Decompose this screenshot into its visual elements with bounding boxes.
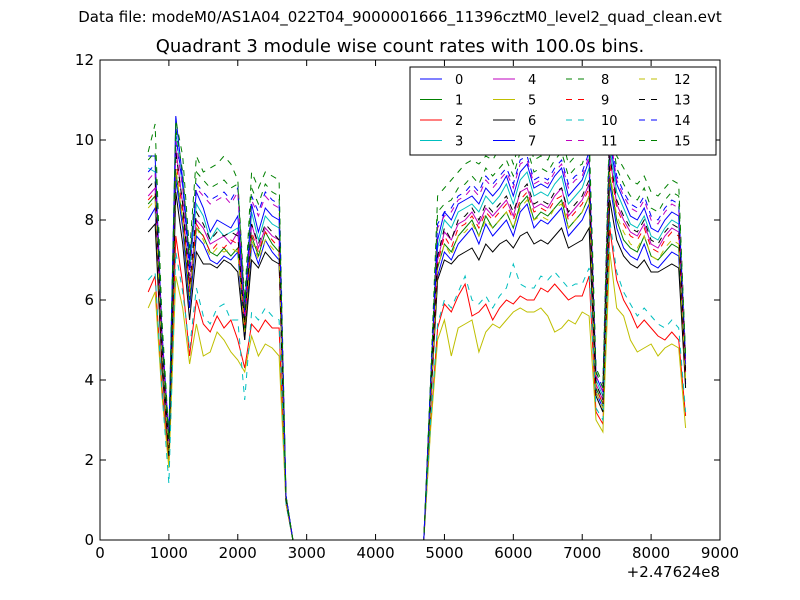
series-line-10 [147, 219, 687, 541]
legend-label: 1 [455, 94, 463, 109]
legend-label: 9 [601, 94, 609, 109]
x-tick-label: 5000 [425, 544, 463, 562]
x-tick-label: 1000 [150, 544, 188, 562]
x-tick-label: 0 [95, 544, 105, 562]
x-tick-label: 7000 [563, 544, 601, 562]
series-line-14 [147, 127, 687, 541]
series-line-2 [147, 227, 687, 541]
legend-label: 12 [674, 73, 691, 88]
legend-box [409, 66, 717, 156]
series-line-3 [147, 131, 687, 541]
legend-label: 6 [528, 114, 536, 129]
x-tick-label: 4000 [356, 544, 394, 562]
legend-label: 8 [601, 73, 609, 88]
y-tick-label: 8 [84, 211, 94, 229]
y-tick-label: 2 [84, 451, 94, 469]
y-tick-label: 6 [84, 291, 94, 309]
series-line-6 [147, 191, 687, 541]
series-line-1 [147, 171, 687, 541]
legend-label: 7 [528, 135, 536, 150]
legend-label: 5 [528, 94, 536, 109]
legend-label: 2 [455, 114, 463, 129]
series-line-0 [147, 179, 687, 541]
chart-title: Quadrant 3 module wise count rates with … [155, 36, 645, 57]
series-line-12 [147, 167, 687, 541]
x-tick-label: 8000 [632, 544, 670, 562]
series-line-7 [148, 115, 687, 541]
figure-suptitle: Data file: modeM0/AS1A04_022T04_90000016… [78, 8, 722, 26]
x-tick-label: 2000 [219, 544, 257, 562]
series-layer [147, 107, 687, 541]
x-offset-label: +2.47624e8 [627, 563, 720, 581]
legend-label: 4 [528, 73, 536, 88]
legend-label: 0 [455, 73, 463, 88]
legend-label: 14 [674, 114, 691, 129]
series-line-5 [147, 251, 687, 541]
legend-label: 15 [674, 135, 691, 150]
legend-label: 10 [601, 114, 618, 129]
y-tick-label: 0 [84, 531, 94, 549]
series-line-13 [147, 151, 687, 541]
x-tick-label: 6000 [494, 544, 532, 562]
legend-label: 11 [601, 135, 618, 150]
y-tick-label: 10 [75, 131, 94, 149]
series-line-4 [147, 147, 687, 541]
legend-label: 13 [674, 94, 691, 109]
y-tick-label: 12 [75, 51, 94, 69]
series-line-11 [147, 131, 687, 541]
legend-label: 3 [455, 135, 463, 150]
ticks-layer: 0 1000 2000 3000 4000 5000 6000 7000 8000 9000 0 2 4… [75, 51, 739, 562]
series-line-15 [147, 119, 687, 541]
x-tick-label: 9000 [701, 544, 739, 562]
y-tick-label: 4 [84, 371, 94, 389]
x-tick-label: 3000 [288, 544, 326, 562]
